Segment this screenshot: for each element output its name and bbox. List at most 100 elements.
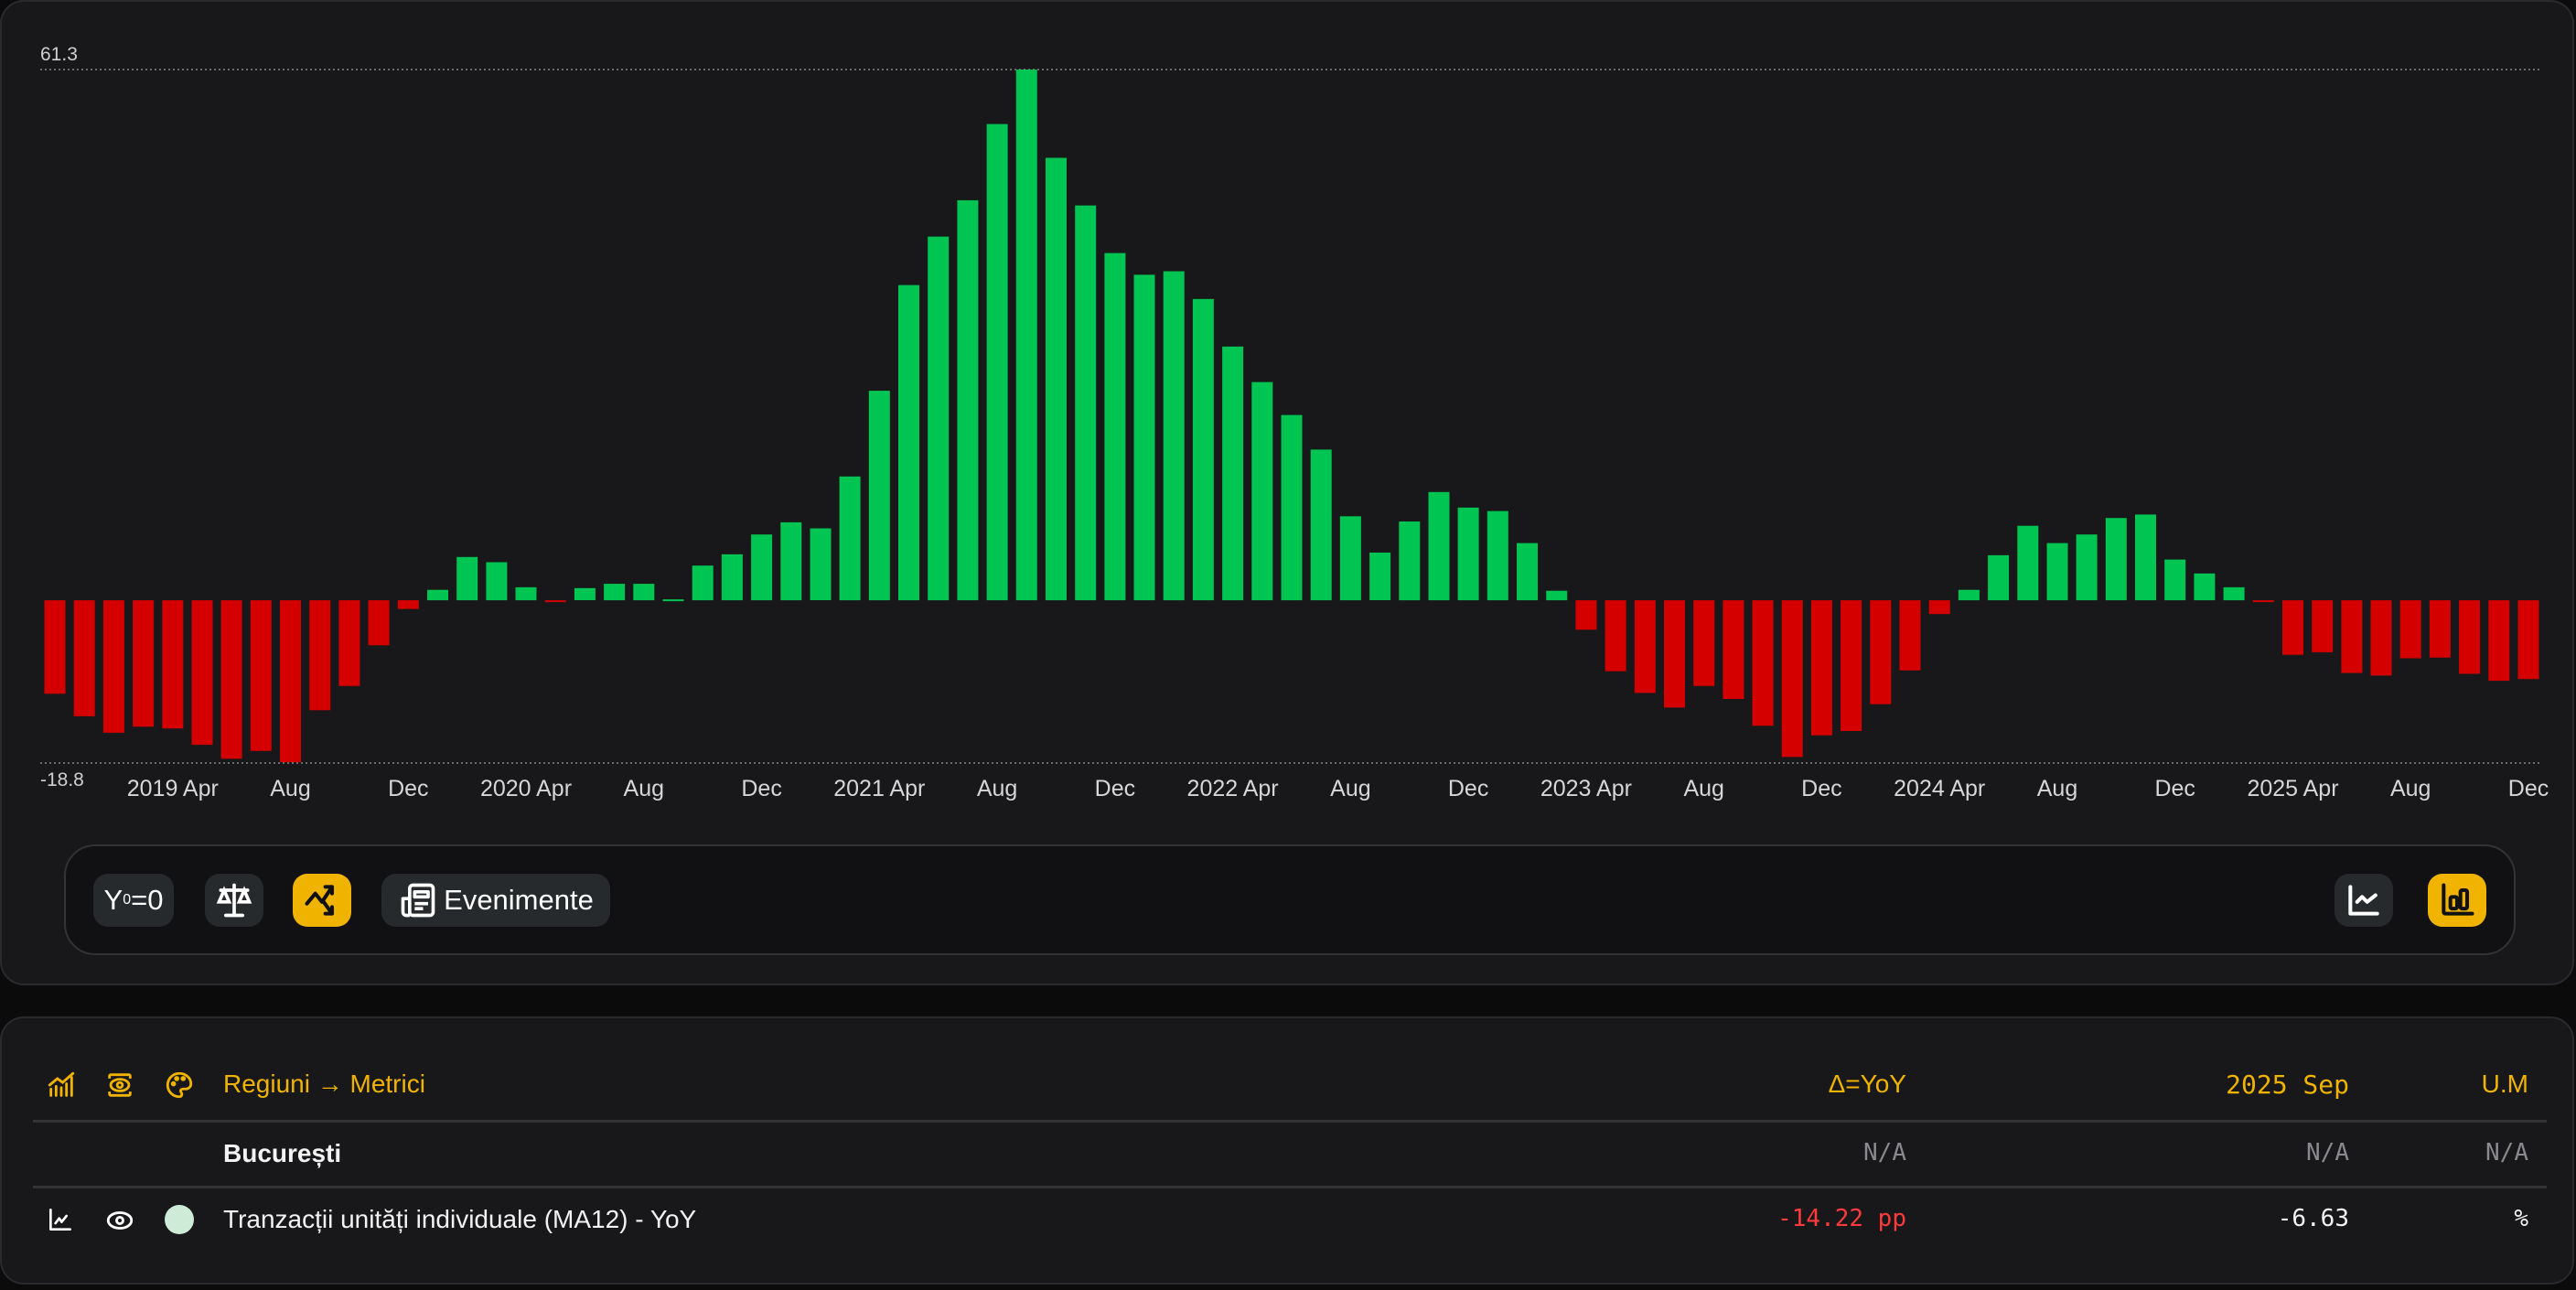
delta-column-header[interactable]: Δ=YoY bbox=[1828, 1070, 1906, 1098]
bar-2021-jul[interactable] bbox=[957, 199, 979, 601]
line-chart-button[interactable] bbox=[2334, 874, 2393, 927]
bar-2023-jul[interactable] bbox=[1664, 600, 1685, 708]
eye-icon[interactable] bbox=[104, 1205, 135, 1236]
events-button[interactable]: Evenimente bbox=[381, 874, 610, 927]
bar-2023-apr[interactable] bbox=[1575, 600, 1597, 630]
bar-2025-may[interactable] bbox=[2312, 600, 2334, 652]
bar-2019-aug[interactable] bbox=[280, 600, 301, 763]
bar-2024-nov[interactable] bbox=[2135, 514, 2156, 601]
bar-2025-jun[interactable] bbox=[2341, 600, 2363, 673]
bar-2025-jul[interactable] bbox=[2370, 600, 2392, 676]
bar-2018-dec[interactable] bbox=[44, 600, 66, 694]
bar-2025-sep[interactable] bbox=[2429, 600, 2451, 658]
bar-2024-jun[interactable] bbox=[1988, 554, 2010, 601]
bar-2024-feb[interactable] bbox=[1870, 600, 1892, 704]
bar-2019-sep[interactable] bbox=[309, 600, 331, 711]
bar-2022-aug[interactable] bbox=[1339, 516, 1361, 601]
bar-2021-feb[interactable] bbox=[810, 528, 832, 601]
bar-2022-jun[interactable] bbox=[1281, 414, 1303, 601]
bar-2019-jan[interactable] bbox=[73, 600, 95, 716]
bar-2019-may[interactable] bbox=[191, 600, 213, 746]
bar-2021-mar[interactable] bbox=[839, 476, 861, 601]
bar-2025-aug[interactable] bbox=[2399, 600, 2421, 659]
bar-2022-jul[interactable] bbox=[1310, 449, 1332, 601]
bar-2019-jul[interactable] bbox=[250, 600, 272, 751]
bar-2020-nov[interactable] bbox=[721, 554, 743, 601]
group-column-header[interactable]: Regiuni → Metrici bbox=[223, 1070, 425, 1098]
bar-chart-button[interactable] bbox=[2428, 874, 2486, 927]
bar-2023-oct[interactable] bbox=[1752, 600, 1774, 726]
line-chart-icon[interactable] bbox=[46, 1205, 75, 1234]
bar-2023-jan[interactable] bbox=[1487, 511, 1508, 601]
bar-2023-feb[interactable] bbox=[1517, 543, 1538, 601]
bar-2025-jan[interactable] bbox=[2194, 573, 2216, 601]
bar-2021-oct[interactable] bbox=[1046, 157, 1067, 601]
bar-2019-oct[interactable] bbox=[338, 600, 360, 686]
bar-2023-aug[interactable] bbox=[1693, 600, 1715, 686]
bar-2024-apr[interactable] bbox=[1928, 600, 1950, 615]
bar-2025-nov[interactable] bbox=[2488, 600, 2510, 682]
palette-icon[interactable] bbox=[164, 1070, 195, 1101]
bar-2022-oct[interactable] bbox=[1399, 521, 1421, 601]
bar-2020-jul[interactable] bbox=[604, 584, 626, 601]
yoy-trend-button[interactable] bbox=[293, 874, 351, 927]
visibility-toggle-all-icon[interactable] bbox=[104, 1070, 135, 1101]
bar-2022-may[interactable] bbox=[1251, 382, 1273, 601]
bar-2019-apr[interactable] bbox=[162, 600, 184, 729]
bar-2021-jan[interactable] bbox=[780, 521, 802, 601]
bar-2025-mar[interactable] bbox=[2252, 600, 2274, 603]
bar-2023-dec[interactable] bbox=[1810, 600, 1832, 736]
bar-2022-sep[interactable] bbox=[1369, 553, 1391, 600]
chart-toggle-all-icon[interactable] bbox=[46, 1070, 77, 1101]
bar-2022-apr[interactable] bbox=[1222, 346, 1244, 601]
bar-2020-sep[interactable] bbox=[662, 599, 684, 602]
bar-2025-dec[interactable] bbox=[2517, 600, 2539, 680]
bar-2024-aug[interactable] bbox=[2046, 543, 2068, 601]
bar-2020-feb[interactable] bbox=[456, 556, 478, 601]
period-column-header[interactable]: 2025 Sep bbox=[2226, 1070, 2349, 1100]
bar-2023-jun[interactable] bbox=[1634, 600, 1656, 693]
bar-2024-mar[interactable] bbox=[1899, 600, 1921, 671]
bar-2020-mar[interactable] bbox=[486, 562, 508, 601]
bar-2020-jan[interactable] bbox=[427, 589, 448, 601]
bar-2019-dec[interactable] bbox=[397, 600, 419, 609]
bar-2020-aug[interactable] bbox=[633, 584, 655, 601]
series-color-swatch[interactable] bbox=[165, 1205, 194, 1234]
bar-2024-dec[interactable] bbox=[2164, 559, 2186, 601]
y-zero-button[interactable]: Y 0 =0 bbox=[93, 874, 174, 927]
bar-2022-dec[interactable] bbox=[1457, 507, 1479, 601]
bar-2025-apr[interactable] bbox=[2282, 600, 2303, 655]
bar-2021-jun[interactable] bbox=[928, 236, 950, 601]
bar-2024-sep[interactable] bbox=[2076, 534, 2098, 601]
bar-2019-jun[interactable] bbox=[220, 600, 242, 759]
bar-2021-nov[interactable] bbox=[1075, 205, 1097, 601]
bar-2020-apr[interactable] bbox=[515, 586, 537, 601]
bar-2022-feb[interactable] bbox=[1163, 271, 1185, 601]
bar-2024-jul[interactable] bbox=[2017, 525, 2039, 601]
bar-2020-dec[interactable] bbox=[751, 534, 773, 601]
bar-2025-feb[interactable] bbox=[2223, 586, 2245, 601]
bar-2020-oct[interactable] bbox=[692, 565, 714, 601]
bar-2020-jun[interactable] bbox=[574, 587, 596, 600]
bar-2019-nov[interactable] bbox=[368, 600, 390, 646]
bar-2022-mar[interactable] bbox=[1192, 298, 1214, 601]
bar-2021-sep[interactable] bbox=[1015, 70, 1037, 601]
bar-2021-dec[interactable] bbox=[1104, 253, 1126, 601]
bar-2023-nov[interactable] bbox=[1781, 600, 1803, 758]
normalize-button[interactable] bbox=[205, 874, 263, 927]
bar-2022-jan[interactable] bbox=[1133, 274, 1155, 601]
bar-2021-apr[interactable] bbox=[868, 391, 890, 601]
bar-2025-oct[interactable] bbox=[2459, 600, 2481, 674]
bar-2019-mar[interactable] bbox=[133, 600, 155, 727]
bar-2020-may[interactable] bbox=[544, 600, 566, 603]
bar-2022-nov[interactable] bbox=[1428, 491, 1450, 601]
bar-2023-mar[interactable] bbox=[1546, 590, 1568, 601]
bar-2023-sep[interactable] bbox=[1723, 600, 1744, 699]
bar-2024-may[interactable] bbox=[1958, 589, 1980, 601]
bar-2019-feb[interactable] bbox=[102, 600, 124, 733]
bar-2024-jan[interactable] bbox=[1841, 600, 1862, 731]
bar-2021-may[interactable] bbox=[898, 285, 919, 601]
bar-2024-oct[interactable] bbox=[2105, 518, 2127, 601]
bar-2023-may[interactable] bbox=[1605, 600, 1626, 672]
bar-2021-aug[interactable] bbox=[986, 124, 1008, 601]
